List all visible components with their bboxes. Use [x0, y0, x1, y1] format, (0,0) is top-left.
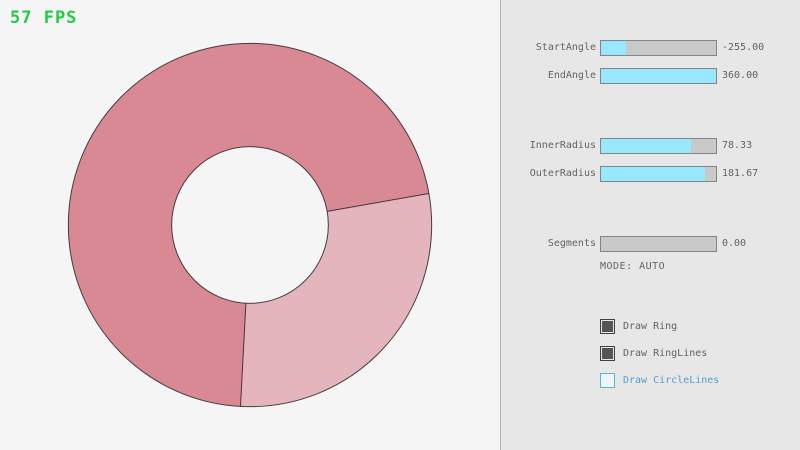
draw-ringlines-label: Draw RingLines [623, 348, 708, 359]
slider-row-startangle: StartAngle -255.00 [501, 40, 800, 56]
draw-ring-checkbox-icon[interactable] [600, 319, 615, 334]
checkbox-draw-ringlines[interactable]: Draw RingLines [600, 346, 800, 361]
checkbox-draw-ring[interactable]: Draw Ring [600, 319, 800, 334]
draw-ring-label: Draw Ring [623, 321, 678, 332]
slider-row-outerradius: OuterRadius 181.67 [501, 166, 800, 182]
segments-mode-label: MODE: AUTO [600, 261, 666, 272]
segments-value: 0.00 [722, 238, 747, 249]
slider-row-segments: Segments 0.00 [501, 236, 800, 252]
endangle-slider-fill [601, 69, 716, 83]
startangle-label: StartAngle [535, 42, 596, 53]
fps-counter: 57 FPS [10, 8, 78, 28]
ring-svg [67, 42, 433, 408]
innerradius-slider-fill [601, 139, 692, 153]
slider-row-endangle: EndAngle 360.00 [501, 68, 800, 84]
startangle-value: -255.00 [722, 42, 765, 53]
draw-circlelines-checkbox-icon[interactable] [600, 373, 615, 388]
segments-label: Segments [547, 238, 596, 249]
endangle-slider[interactable] [600, 68, 717, 84]
draw-circlelines-label: Draw CircleLines [623, 375, 720, 386]
checkbox-draw-circlelines[interactable]: Draw CircleLines [600, 373, 800, 388]
endangle-value: 360.00 [722, 70, 759, 81]
innerradius-label: InnerRadius [529, 140, 596, 151]
draw-ringlines-checkbox-icon[interactable] [600, 346, 615, 361]
startangle-slider-fill [601, 41, 626, 55]
outerradius-label: OuterRadius [529, 168, 596, 179]
innerradius-slider[interactable] [600, 138, 717, 154]
outerradius-value: 181.67 [722, 168, 759, 179]
innerradius-value: 78.33 [722, 140, 753, 151]
outerradius-slider[interactable] [600, 166, 717, 182]
endangle-label: EndAngle [547, 70, 596, 81]
startangle-slider[interactable] [600, 40, 717, 56]
segments-slider[interactable] [600, 236, 717, 252]
controls-panel: StartAngle -255.00 EndAngle 360.00 Inner… [500, 0, 800, 450]
slider-row-innerradius: InnerRadius 78.33 [501, 138, 800, 154]
outerradius-slider-fill [601, 167, 706, 181]
